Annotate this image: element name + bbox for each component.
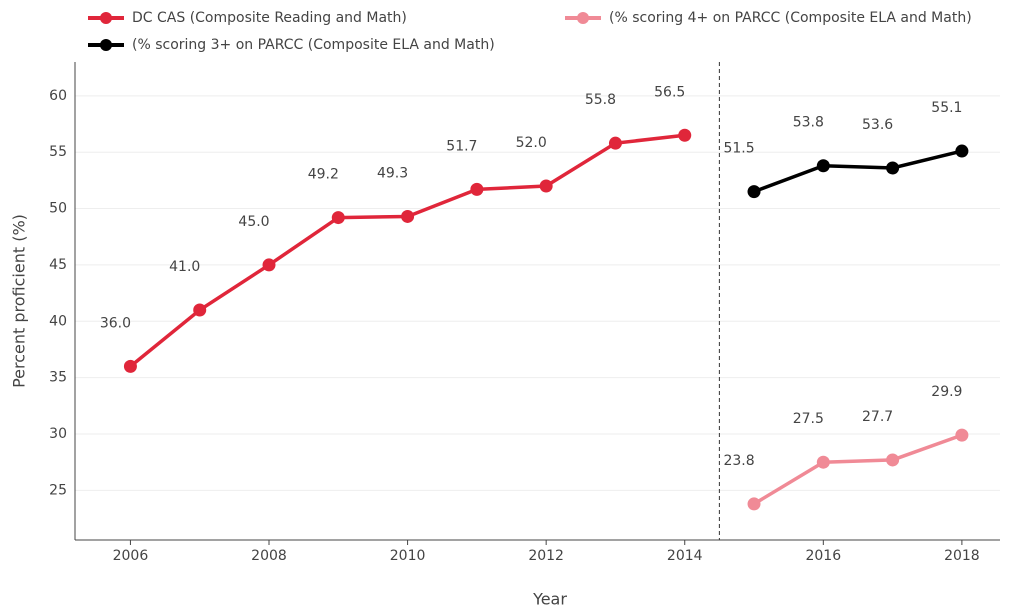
data-label: 27.5 (793, 411, 824, 427)
data-label: 49.3 (377, 165, 408, 181)
data-point (262, 258, 276, 272)
y-tick-label: 30 (49, 426, 67, 442)
x-tick-label: 2008 (251, 548, 287, 564)
data-point (539, 179, 553, 193)
x-tick-label: 2014 (667, 548, 703, 564)
legend-marker (100, 12, 112, 24)
data-label: 23.8 (723, 453, 754, 469)
x-axis-label: Year (532, 590, 567, 609)
y-axis-label: Percent proficient (%) (10, 214, 29, 388)
legend-marker (100, 39, 112, 51)
data-label: 51.7 (446, 138, 477, 154)
x-tick-label: 2012 (528, 548, 564, 564)
data-point (470, 182, 484, 196)
data-label: 55.8 (585, 92, 616, 108)
data-point (816, 159, 830, 173)
data-point (123, 359, 137, 373)
data-point (331, 211, 345, 225)
data-point (816, 455, 830, 469)
data-label: 53.6 (862, 117, 893, 133)
data-label: 49.2 (308, 167, 339, 183)
y-tick-label: 25 (49, 482, 67, 498)
y-tick-label: 60 (49, 88, 67, 104)
data-label: 45.0 (238, 214, 269, 230)
data-point (608, 136, 622, 150)
data-point (678, 128, 692, 142)
data-label: 55.1 (931, 100, 962, 116)
data-label: 52.0 (516, 135, 547, 151)
data-point (955, 144, 969, 158)
x-tick-label: 2018 (944, 548, 980, 564)
data-label: 29.9 (931, 384, 962, 400)
data-point (401, 209, 415, 223)
x-tick-label: 2010 (390, 548, 426, 564)
y-tick-label: 35 (49, 370, 67, 386)
series-line (753, 149, 963, 194)
data-label: 51.5 (723, 141, 754, 157)
legend-label: (% scoring 3+ on PARCC (Composite ELA an… (132, 37, 495, 53)
data-label: 27.7 (862, 409, 893, 425)
data-point (955, 428, 969, 442)
data-point (747, 185, 761, 199)
data-point (193, 303, 207, 317)
y-tick-label: 50 (49, 201, 67, 217)
data-label: 36.0 (100, 315, 131, 331)
data-point (747, 497, 761, 511)
x-tick-label: 2016 (805, 548, 841, 564)
legend-label: (% scoring 4+ on PARCC (Composite ELA an… (609, 10, 972, 26)
legend-label: DC CAS (Composite Reading and Math) (132, 10, 407, 26)
data-point (886, 161, 900, 175)
x-tick-label: 2006 (113, 548, 149, 564)
legend-marker (577, 12, 589, 24)
series-line (753, 433, 963, 506)
data-label: 56.5 (654, 84, 685, 100)
data-label: 41.0 (169, 259, 200, 275)
y-tick-label: 45 (49, 257, 67, 273)
data-point (886, 453, 900, 467)
data-label: 53.8 (793, 115, 824, 131)
y-tick-label: 55 (49, 144, 67, 160)
y-tick-label: 40 (49, 313, 67, 329)
